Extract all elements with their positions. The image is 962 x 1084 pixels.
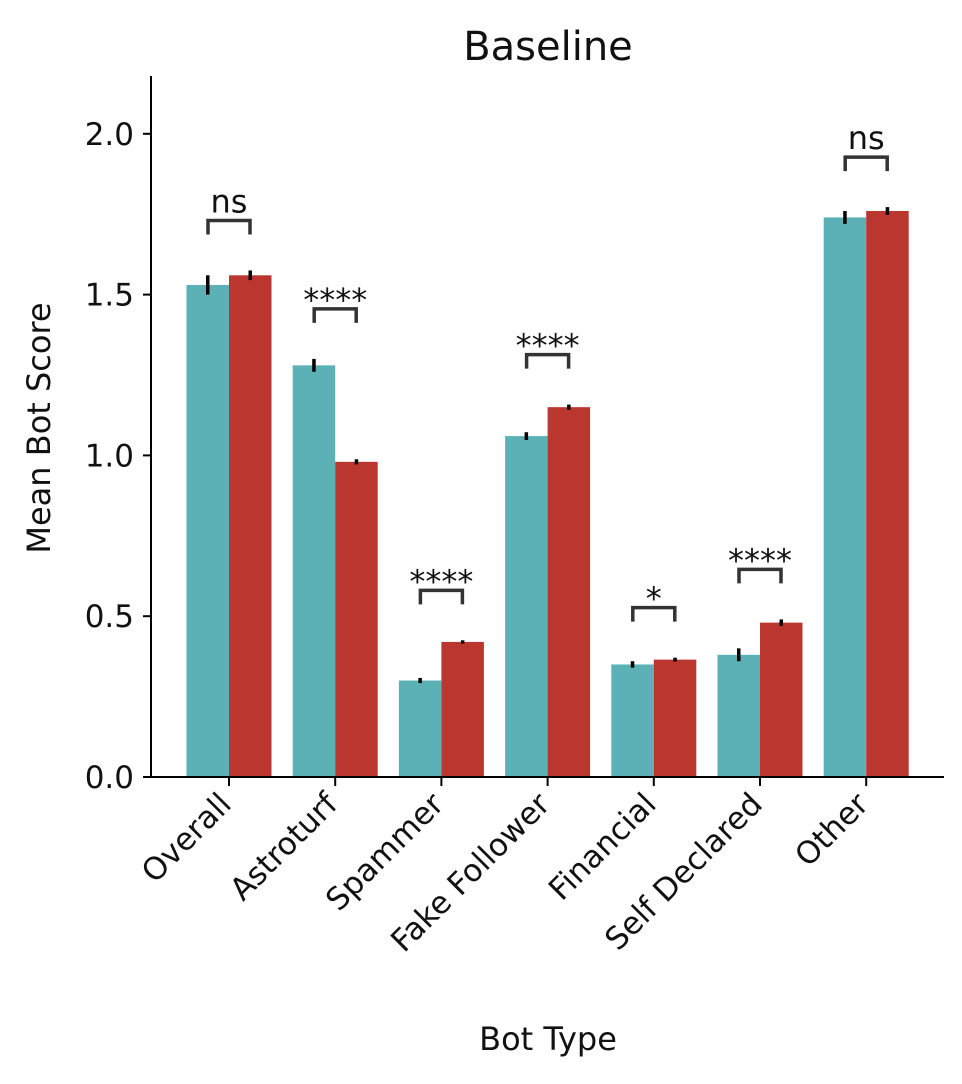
significance-label: ns	[848, 119, 885, 157]
bar	[186, 284, 229, 777]
y-tick-label: 1.5	[85, 278, 134, 314]
x-tick-label: Other	[788, 786, 876, 874]
significance-bracket	[843, 155, 889, 172]
error-bars	[206, 207, 890, 684]
significance-bracket	[312, 307, 358, 323]
bar	[760, 622, 803, 777]
bar	[611, 664, 654, 777]
bar	[335, 461, 378, 777]
bar	[823, 217, 867, 777]
chart-title: Baseline	[463, 24, 633, 70]
bar	[866, 210, 909, 777]
significance-label: ns	[211, 182, 248, 220]
y-tick-label: 2.0	[85, 117, 134, 153]
significance-label: ****	[303, 281, 367, 319]
significance-bracket	[524, 352, 571, 369]
y-axis: 0.0 0.5 1.0 1.5 2.0	[85, 117, 151, 796]
significance-bracket	[418, 588, 465, 605]
significance-label: *	[646, 580, 662, 618]
x-axis-label: Bot Type	[479, 1020, 617, 1058]
y-axis-label: Mean Bot Score	[20, 302, 58, 553]
bar	[717, 654, 760, 777]
bar	[229, 275, 272, 777]
significance-bracket	[631, 605, 677, 622]
significance-annotations: ns*****************ns	[206, 119, 889, 622]
significance-label: ****	[516, 327, 580, 365]
bar	[292, 365, 336, 777]
bar	[505, 436, 548, 777]
significance-label: ****	[409, 562, 473, 600]
significance-label: ****	[728, 541, 792, 579]
x-tick-label: Overall	[135, 786, 239, 890]
significance-bracket	[206, 218, 252, 235]
bars	[186, 210, 909, 777]
significance-bracket	[737, 567, 783, 584]
y-tick-label: 1.0	[85, 438, 134, 474]
bar	[653, 659, 697, 777]
y-tick-label: 0.5	[85, 599, 134, 635]
bar	[441, 641, 484, 777]
y-tick-label: 0.0	[85, 760, 134, 796]
bar	[547, 407, 591, 777]
bar	[398, 680, 442, 777]
